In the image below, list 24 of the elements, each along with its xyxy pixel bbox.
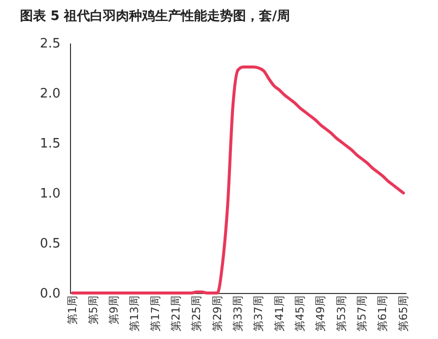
x-tick-label: 第17周 [148, 296, 162, 332]
x-tick-label: 第41周 [272, 296, 286, 332]
y-tick-label: 1.0 [40, 186, 60, 202]
x-tick-label: 第61周 [376, 296, 390, 332]
x-tick-label: 第25周 [190, 296, 204, 332]
x-tick-label: 第49周 [314, 296, 328, 332]
y-tick-label: 1.5 [40, 136, 60, 152]
x-tick-label: 第53周 [334, 296, 348, 332]
x-tick-label: 第65周 [396, 296, 410, 332]
x-tick-label: 第9周 [107, 296, 120, 324]
x-tick-label: 第57周 [356, 296, 369, 332]
x-tick-label: 第5周 [86, 296, 100, 324]
y-tick-label: 2.5 [40, 36, 60, 52]
x-tick-label: 第21周 [169, 296, 182, 332]
y-tick-label: 0.5 [40, 236, 60, 252]
y-tick-label: 0.0 [40, 286, 60, 302]
y-tick-label: 2.0 [40, 86, 60, 102]
x-tick-label: 第1周 [66, 296, 80, 324]
x-tick-label: 第45周 [294, 296, 307, 332]
x-tick-label: 第37周 [252, 296, 266, 332]
x-tick-label: 第29周 [210, 296, 224, 332]
x-tick-label: 第33周 [232, 296, 244, 332]
chart-title: 图表 5 祖代白羽肉种鸡生产性能走势图，套/周 [20, 8, 290, 24]
x-tick-label: 第13周 [128, 296, 142, 332]
